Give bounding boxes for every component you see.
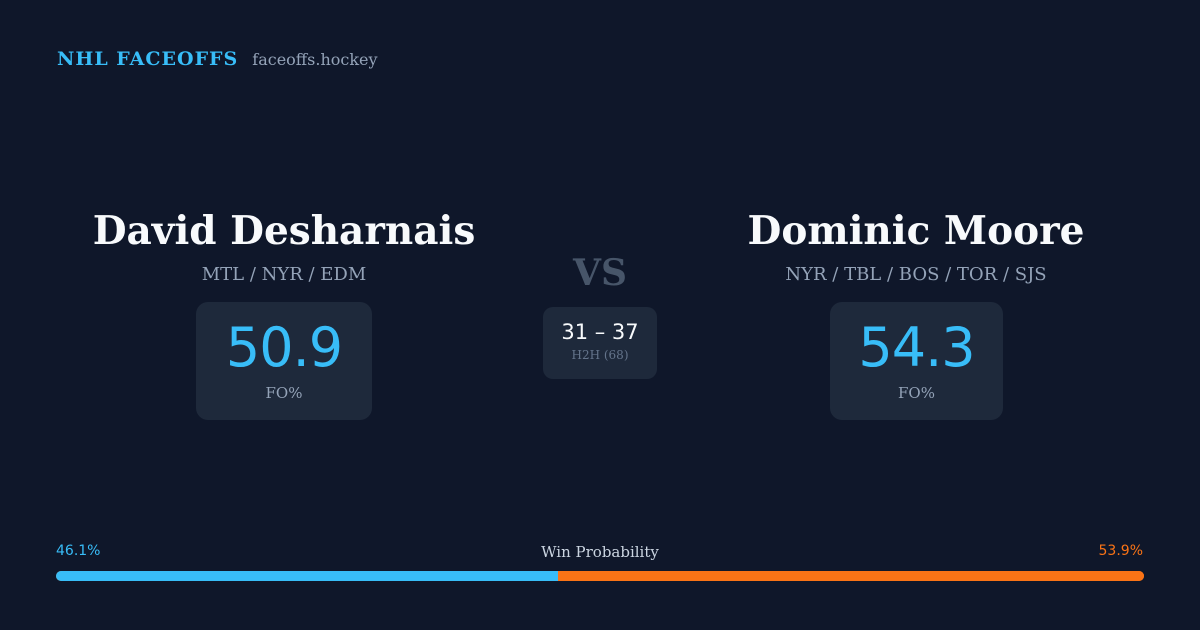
right-player-name: Dominic Moore [747, 208, 1085, 254]
right-player-teams: NYR / TBL / BOS / TOR / SJS [785, 264, 1047, 285]
right-fo-label: FO% [898, 384, 935, 402]
h2h-label: H2H (68) [571, 348, 629, 362]
right-fo-card: 54.3 FO% [830, 302, 1003, 420]
h2h-card: 31 – 37 H2H (68) [543, 307, 657, 379]
win-probability-left-label: 46.1% [56, 543, 101, 559]
win-probability-bar-left [56, 571, 558, 581]
brand-header: NHL FACEOFFS faceoffs.hockey [57, 48, 378, 70]
win-probability-title: Win Probability [541, 543, 659, 561]
left-player-name: David Desharnais [92, 208, 476, 254]
right-player: Dominic Moore NYR / TBL / BOS / TOR / SJ… [716, 205, 1116, 287]
left-fo-label: FO% [265, 384, 303, 402]
brand-title: NHL FACEOFFS [57, 48, 239, 70]
brand-domain: faceoffs.hockey [252, 50, 378, 69]
h2h-score: 31 – 37 [561, 320, 639, 344]
vs-label: VS [573, 252, 627, 294]
win-probability-bar-right [557, 571, 1144, 581]
win-probability-bar [56, 571, 1144, 581]
win-probability-right-label: 53.9% [1098, 543, 1143, 559]
left-player-teams: MTL / NYR / EDM [201, 264, 367, 285]
right-fo-value: 54.3 [858, 316, 975, 379]
left-player: David Desharnais MTL / NYR / EDM [84, 205, 484, 287]
left-fo-value: 50.9 [225, 316, 343, 379]
left-fo-card: 50.9 FO% [196, 302, 372, 420]
